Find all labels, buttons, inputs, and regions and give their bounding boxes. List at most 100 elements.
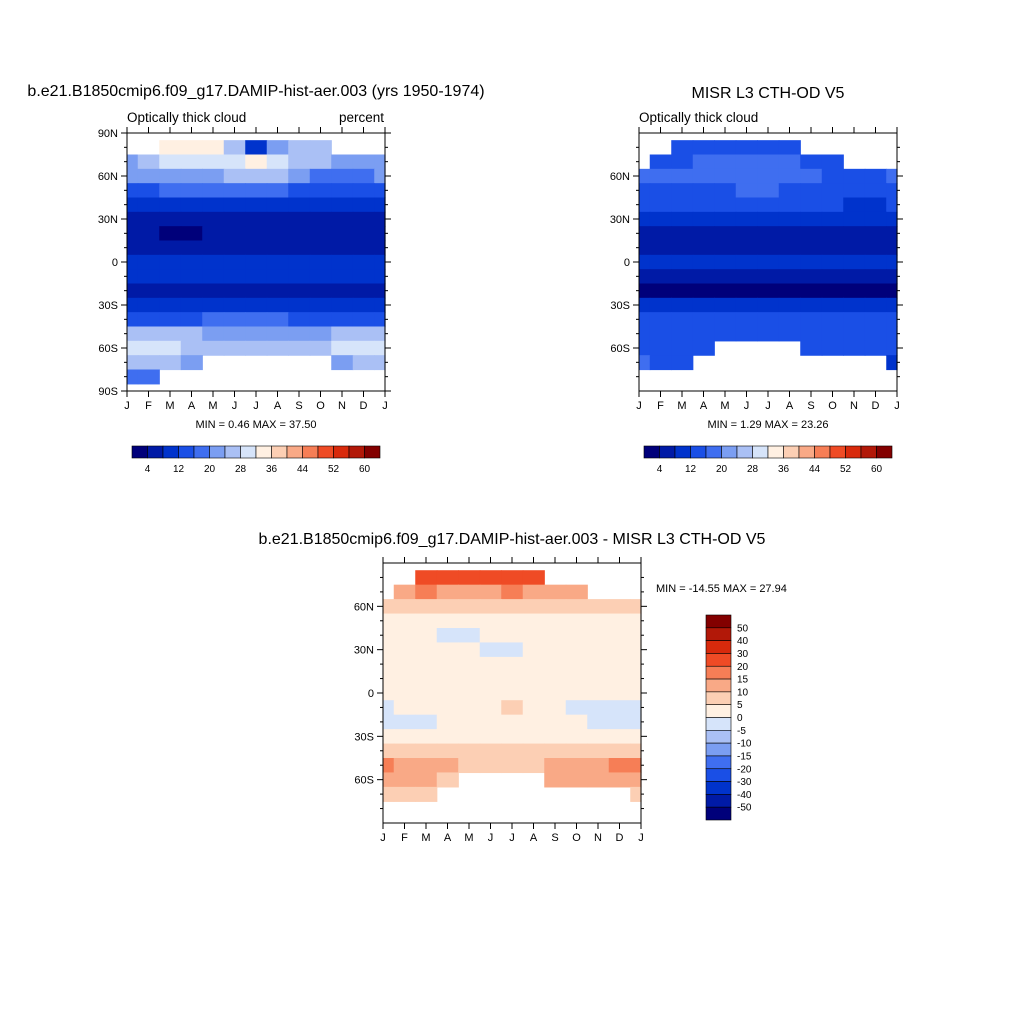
heatmap-cell	[864, 326, 887, 342]
heatmap-cell	[374, 211, 386, 227]
heatmap-cell	[383, 714, 395, 730]
heatmap-cell	[159, 211, 182, 227]
heatmap-cell	[127, 326, 139, 342]
colorbar-swatch	[814, 445, 831, 459]
heatmap-cell	[735, 154, 758, 170]
heatmap-cell	[415, 714, 438, 730]
colorbar-swatch	[193, 445, 210, 459]
heatmap-cell	[352, 154, 375, 170]
heatmap-cell	[245, 183, 268, 199]
heatmap-cell	[886, 297, 898, 313]
heatmap-cell	[393, 671, 416, 687]
colorbar-label: 5	[737, 700, 743, 711]
heatmap-cell	[587, 671, 610, 687]
heatmap-cell	[544, 700, 567, 716]
heatmap-cell	[843, 240, 866, 256]
heatmap-cell	[714, 326, 737, 342]
heatmap-cell	[127, 226, 139, 242]
heatmap-cell	[757, 183, 780, 199]
heatmap-cell	[522, 613, 545, 629]
heatmap-cell	[159, 283, 182, 299]
heatmap-cell	[159, 254, 182, 270]
heatmap-cell	[159, 340, 182, 356]
heatmap-cell	[800, 183, 823, 199]
heatmap-cell	[639, 211, 651, 227]
x-tick-label: J	[636, 400, 642, 412]
heatmap-cell	[714, 226, 737, 242]
heatmap-cell	[843, 283, 866, 299]
heatmap-cell	[692, 168, 715, 184]
heatmap-cell	[180, 340, 203, 356]
heatmap-cell	[714, 254, 737, 270]
heatmap-cell	[479, 700, 502, 716]
heatmap-cell	[757, 211, 780, 227]
x-tick-label: J	[744, 400, 750, 412]
y-tick-label: 60N	[610, 171, 630, 183]
heatmap-cell	[180, 269, 203, 285]
heatmap-cell	[886, 312, 898, 328]
heatmap-cell	[864, 211, 887, 227]
heatmap-cell	[352, 283, 375, 299]
heatmap-cell	[202, 240, 225, 256]
heatmap-cell	[331, 211, 354, 227]
heatmap-cell	[223, 240, 246, 256]
colorbar-swatch	[364, 445, 381, 459]
colorbar-swatch	[348, 445, 365, 459]
heatmap-cell	[886, 355, 898, 371]
heatmap-cell	[137, 340, 160, 356]
heatmap-cell	[266, 254, 289, 270]
heatmap-cell	[309, 297, 332, 313]
colorbar-swatch	[705, 806, 732, 821]
colorbar-swatch	[845, 445, 862, 459]
heatmap-cell	[159, 326, 182, 342]
heatmap-cell	[757, 283, 780, 299]
heatmap-cell	[415, 743, 438, 759]
heatmap-cell	[886, 240, 898, 256]
heatmap-cell	[266, 226, 289, 242]
heatmap-cell	[778, 140, 801, 156]
panel1-left-label: Optically thick cloud	[127, 110, 246, 125]
heatmap-cell	[415, 656, 438, 672]
heatmap-cell	[800, 240, 823, 256]
heatmap-cell	[522, 700, 545, 716]
heatmap-cell	[266, 283, 289, 299]
heatmap-cell	[671, 140, 694, 156]
heatmap-cell	[735, 140, 758, 156]
heatmap-cell	[735, 254, 758, 270]
heatmap-cell	[587, 656, 610, 672]
heatmap-cell	[522, 714, 545, 730]
heatmap-cell	[630, 628, 642, 644]
heatmap-cell	[800, 283, 823, 299]
heatmap-cell	[288, 269, 311, 285]
heatmap-cell	[180, 154, 203, 170]
x-tick-label: O	[828, 400, 837, 412]
heatmap-cell	[843, 211, 866, 227]
heatmap-cell	[458, 570, 481, 586]
heatmap-cell	[415, 584, 438, 600]
heatmap-cell	[288, 283, 311, 299]
heatmap-cell	[223, 269, 246, 285]
heatmap-cell	[821, 312, 844, 328]
heatmap-cell	[864, 254, 887, 270]
heatmap-cell	[735, 297, 758, 313]
heatmap-cell	[671, 355, 694, 371]
heatmap-cell	[639, 355, 651, 371]
heatmap-cell	[266, 183, 289, 199]
heatmap-cell	[352, 269, 375, 285]
heatmap-cell	[544, 599, 567, 615]
heatmap-cell	[501, 743, 524, 759]
colorbar-label: 28	[235, 464, 247, 475]
heatmap-cell	[800, 297, 823, 313]
heatmap-cell	[692, 326, 715, 342]
heatmap-cell	[565, 729, 588, 745]
heatmap-cell	[180, 312, 203, 328]
heatmap-cell	[458, 671, 481, 687]
heatmap-cell	[630, 613, 642, 629]
heatmap-cell	[886, 283, 898, 299]
x-tick-label: N	[338, 400, 346, 412]
x-tick-label: M	[464, 832, 473, 844]
x-tick-label: M	[677, 400, 686, 412]
x-tick-label: D	[616, 832, 624, 844]
heatmap-cell	[565, 714, 588, 730]
heatmap-cell	[415, 772, 438, 788]
